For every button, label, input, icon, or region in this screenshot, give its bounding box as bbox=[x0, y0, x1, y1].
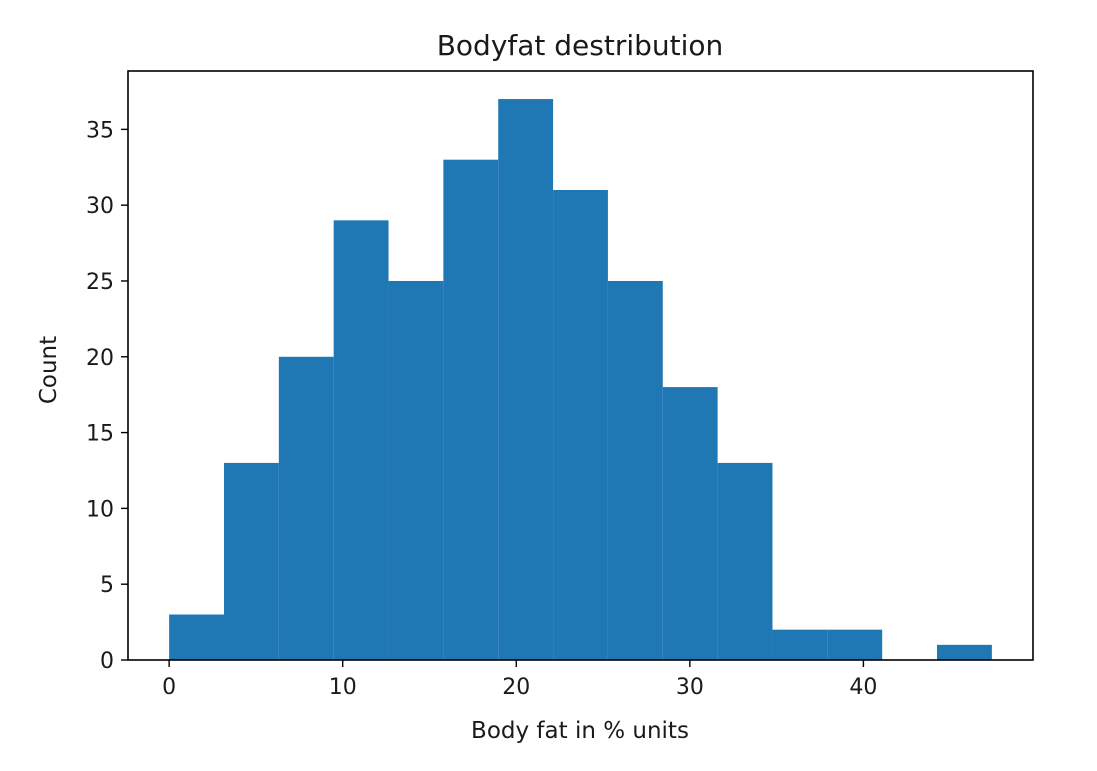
x-axis-label: Body fat in % units bbox=[471, 718, 689, 744]
histogram-bar bbox=[662, 387, 718, 660]
y-tick-label: 20 bbox=[86, 346, 114, 371]
bars-group bbox=[169, 99, 992, 661]
histogram-bar bbox=[553, 190, 608, 660]
histogram-bar bbox=[388, 280, 444, 660]
x-tick-label: 10 bbox=[329, 675, 357, 700]
x-tick-label: 30 bbox=[676, 675, 704, 700]
chart-title: Bodyfat destribution bbox=[437, 29, 724, 62]
x-tick-label: 40 bbox=[849, 675, 877, 700]
y-tick-label: 15 bbox=[86, 422, 114, 447]
histogram-bar bbox=[827, 629, 883, 660]
histogram-bar bbox=[937, 644, 992, 660]
histogram-bar bbox=[223, 462, 279, 660]
y-axis-ticks: 0 5 10 15 20 25 30 35 bbox=[86, 118, 128, 674]
x-tick-label: 0 bbox=[162, 675, 176, 700]
x-axis-ticks: 0 10 20 30 40 bbox=[162, 660, 877, 700]
histogram-bar bbox=[278, 356, 334, 660]
y-tick-label: 25 bbox=[86, 270, 114, 295]
histogram-bar bbox=[333, 220, 389, 660]
y-tick-label: 0 bbox=[100, 649, 114, 674]
histogram-bar bbox=[443, 159, 499, 661]
histogram-bar bbox=[772, 629, 828, 660]
plot-frame bbox=[127, 70, 1034, 661]
y-axis-label: Count bbox=[36, 336, 62, 404]
histogram-bar bbox=[717, 462, 773, 660]
y-tick-label: 35 bbox=[86, 118, 114, 143]
histogram-bar bbox=[169, 614, 224, 660]
y-tick-label: 10 bbox=[86, 497, 114, 522]
x-tick-label: 20 bbox=[502, 675, 530, 700]
histogram-bar bbox=[498, 99, 554, 661]
histogram-bar bbox=[607, 280, 663, 660]
y-tick-label: 30 bbox=[86, 194, 114, 219]
y-tick-label: 5 bbox=[100, 573, 114, 598]
